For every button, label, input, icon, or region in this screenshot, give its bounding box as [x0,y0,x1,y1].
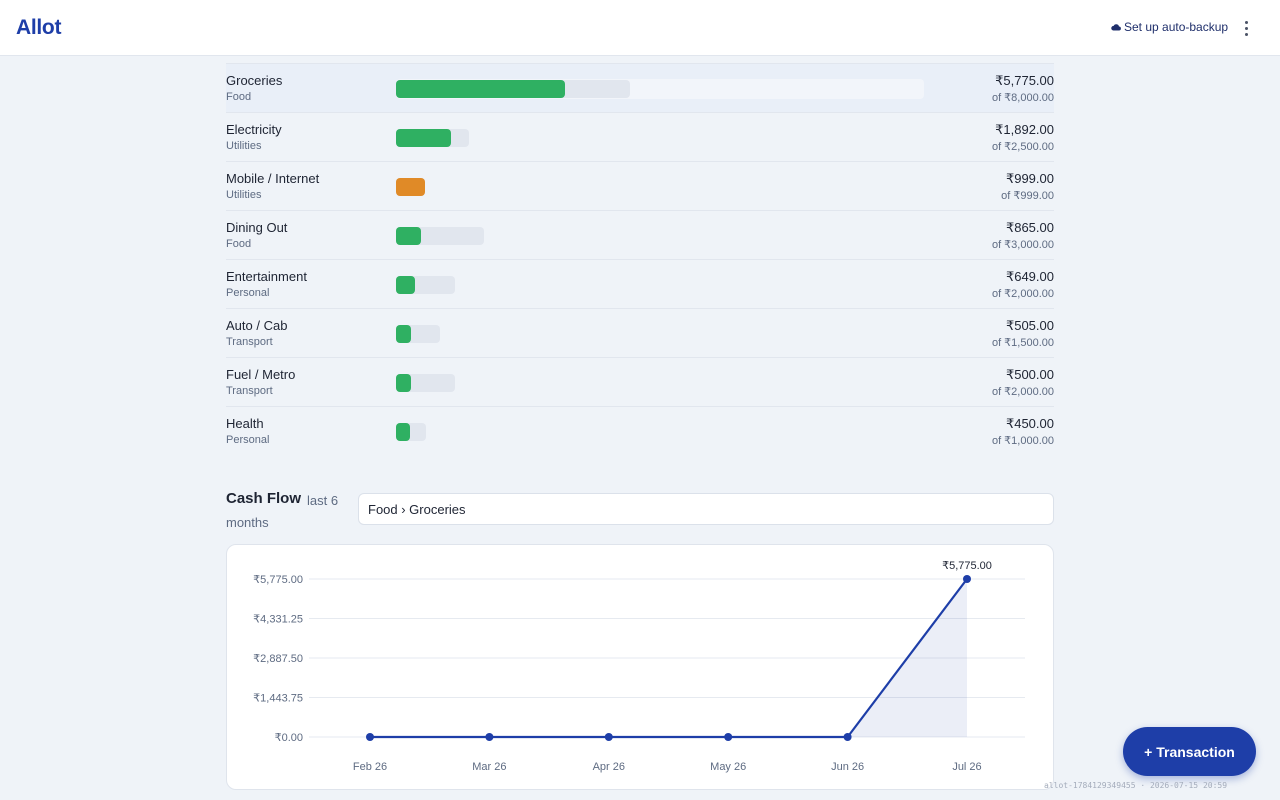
budget-limit: of ₹2,500.00 [991,141,1054,153]
budget-spent: ₹1,892.00 [995,122,1054,137]
budget-spent: ₹505.00 [1005,318,1054,333]
budget-category: Personal [226,287,270,299]
budget-limit: of ₹1,000.00 [991,435,1054,447]
budget-row[interactable]: Electricity Utilities ₹1,892.00 of ₹2,500.0… [226,112,1054,161]
budget-spent: ₹500.00 [1005,367,1054,382]
data-label: ₹5,775.00 [942,560,992,572]
series-line [370,578,968,739]
budget-progress-track [396,325,440,343]
budget-progress-track [396,276,455,294]
data-point [485,733,494,741]
budget-category: Transport [226,385,273,397]
auto-backup-label: Set up auto-backup [1124,20,1229,34]
app-logo[interactable]: Allot [16,16,62,39]
data-point [366,733,374,741]
x-tick-label: May 26 [710,761,746,773]
budget-limit: of ₹1,500.00 [991,337,1054,349]
add-transaction-button[interactable]: + Transaction [1123,727,1256,776]
y-tick-label: ₹5,775.00 [253,574,303,586]
budget-category: Utilities [226,189,262,201]
budget-category: Food [226,91,252,103]
budget-name: Dining Out [226,220,288,235]
budget-list: Groceries Food ₹5,775.00 of ₹8,000.00 Electr… [226,63,1054,455]
budget-progress-track [396,227,484,245]
y-tick-label: ₹0.00 [275,732,303,744]
budget-row[interactable]: Dining Out Food ₹865.00 of ₹3,000.00 [226,210,1054,259]
budget-progress-fill [396,325,411,343]
budget-category: Personal [226,434,270,446]
budget-progress-track [396,178,425,196]
budget-limit: of ₹3,000.00 [991,239,1054,251]
budget-name: Fuel / Metro [226,367,296,382]
cloud-icon [1111,23,1121,31]
data-point [843,733,852,741]
y-tick-label: ₹2,887.50 [253,653,303,665]
budget-spent: ₹5,775.00 [995,73,1054,88]
budget-row[interactable]: Mobile / Internet Utilities ₹999.00 of ₹999… [226,161,1054,210]
y-tick-label: ₹1,443.75 [253,693,303,705]
y-tick-label: ₹4,331.25 [253,614,303,626]
data-point [724,733,733,741]
budget-progress-fill [396,80,565,98]
budget-progress-fill [396,129,451,147]
budget-row[interactable]: Auto / Cab Transport ₹505.00 of ₹1,500.00 [226,308,1054,357]
budget-limit: of ₹2,000.00 [991,386,1054,398]
budget-name: Auto / Cab [226,318,288,333]
more-options-icon[interactable] [1236,18,1256,38]
budget-progress-fill [396,374,411,392]
budget-progress-track [396,423,426,441]
series-area [370,579,967,737]
budget-name: Health [226,416,264,431]
x-tick-label: Apr 26 [593,761,625,773]
top-bar: Allot Set up auto-backup [0,0,1280,56]
cashflow-subtitle: last 6 months [226,493,339,530]
build-info: allot-1784129349455 · 2026-07-15 20:59 [1044,781,1228,790]
auto-backup-button[interactable]: Set up auto-backup [1111,20,1228,34]
data-point [604,733,613,741]
budget-row[interactable]: Fuel / Metro Transport ₹500.00 of ₹2,000.00 [226,357,1054,406]
budget-name: Electricity [226,122,282,137]
x-tick-label: Feb 26 [353,761,387,773]
budget-category: Transport [226,336,273,348]
budget-progress-track [396,80,630,98]
x-tick-label: Jun 26 [831,761,864,773]
budget-row[interactable]: Entertainment Personal ₹649.00 of ₹2,000.00 [226,259,1054,308]
budget-progress-fill [396,276,415,294]
budget-limit: of ₹8,000.00 [991,92,1054,104]
budget-name: Mobile / Internet [226,171,320,186]
budget-category: Utilities [226,140,262,152]
cashflow-title: Cash Flow [226,490,302,507]
budget-limit: of ₹999.00 [1001,190,1054,202]
cashflow-chart: ₹0.00 ₹1,443.75 ₹2,887.50 ₹4,331.25 ₹5,775.0… [253,560,1025,773]
budget-progress-fill [396,178,425,196]
budget-spent: ₹999.00 [1005,171,1054,186]
data-point [963,575,971,583]
budget-spent: ₹649.00 [1005,269,1054,284]
x-tick-label: Mar 26 [472,761,506,773]
budget-spent: ₹450.00 [1005,416,1054,431]
budget-progress-track [396,129,469,147]
budget-row[interactable]: Groceries Food ₹5,775.00 of ₹8,000.00 [226,63,1054,112]
budget-category: Food [226,238,252,250]
budget-name: Entertainment [226,269,307,284]
budget-progress-fill [396,227,421,245]
budget-row[interactable]: Health Personal ₹450.00 of ₹1,000.00 [226,406,1054,455]
budget-progress-track [396,374,455,392]
budget-name: Groceries [226,73,283,88]
budget-limit: of ₹2,000.00 [991,288,1054,300]
budget-progress-fill [396,423,410,441]
category-filter-select[interactable]: Food › Groceries [358,493,1054,525]
cashflow-chart-card: ₹0.00 ₹1,443.75 ₹2,887.50 ₹4,331.25 ₹5,775.0… [226,544,1054,790]
budget-spent: ₹865.00 [1005,220,1054,235]
x-tick-label: Jul 26 [952,761,981,773]
